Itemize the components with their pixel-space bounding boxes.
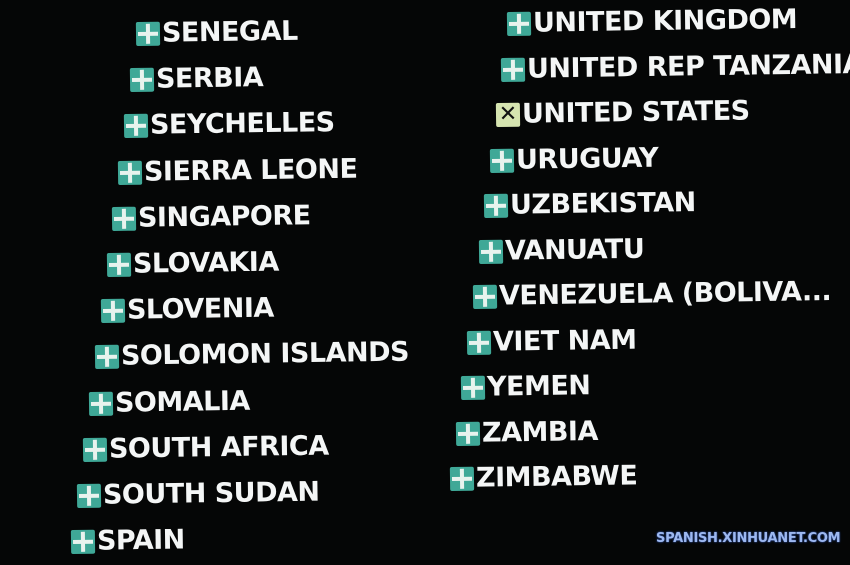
vote-row: SOLOMON ISLANDS: [94, 337, 409, 373]
plus-icon: [478, 238, 503, 263]
country-name: URUGUAY: [515, 142, 659, 176]
vote-row: UNITED KINGDOM: [506, 3, 798, 39]
country-name: VIET NAM: [492, 324, 637, 358]
vote-row: VANUATU: [478, 233, 644, 266]
country-name: UZBEKISTAN: [509, 187, 697, 221]
country-name: ZAMBIA: [481, 415, 598, 449]
plus-icon: [489, 147, 515, 172]
country-name: SIERRA LEONE: [144, 153, 358, 188]
plus-icon: [118, 159, 143, 185]
vote-row: YEMEN: [461, 370, 591, 403]
plus-icon: [455, 420, 480, 445]
country-name: SINGAPORE: [138, 200, 312, 234]
country-name: UNITED REP TANZANIA: [527, 48, 850, 85]
plus-icon: [449, 466, 475, 491]
country-name: UNITED STATES: [521, 95, 750, 130]
plus-icon: [506, 11, 532, 36]
vote-row: SERBIA: [129, 62, 264, 95]
plus-icon: [472, 284, 497, 309]
vote-row: URUGUAY: [489, 142, 659, 176]
plus-icon: [100, 298, 125, 323]
country-name: SOLOMON ISLANDS: [120, 337, 409, 373]
vote-row: SOUTH SUDAN: [76, 476, 320, 511]
plus-icon: [88, 390, 113, 416]
vote-row: ZIMBABWE: [449, 460, 638, 494]
plus-icon: [135, 21, 161, 46]
vote-row: SLOVENIA: [100, 292, 274, 326]
country-name: VENEZUELA (BOLIVA...: [498, 276, 832, 312]
plus-icon: [106, 252, 131, 277]
country-name: SOMALIA: [114, 385, 250, 419]
plus-icon: [501, 56, 526, 81]
vote-row: VIET NAM: [466, 324, 637, 358]
vote-row: UNITED REP TANZANIA: [501, 48, 850, 84]
plus-icon: [112, 205, 137, 231]
plus-icon: [461, 375, 486, 400]
vote-row: SPAIN: [70, 524, 186, 558]
plus-icon: [124, 113, 149, 138]
vote-row: SINGAPORE: [112, 200, 311, 234]
plus-icon: [70, 529, 96, 554]
country-name: ZIMBABWE: [475, 460, 638, 494]
vote-row: ZAMBIA: [455, 415, 598, 449]
country-name: SENEGAL: [161, 15, 298, 49]
vote-row: VENEZUELA (BOLIVA...: [472, 276, 832, 312]
plus-icon: [82, 436, 108, 462]
country-name: UNITED KINGDOM: [532, 3, 798, 39]
vote-row: SOUTH AFRICA: [82, 430, 329, 465]
country-name: YEMEN: [487, 370, 592, 403]
vote-row: SENEGAL: [135, 15, 298, 49]
watermark: SPANISH.XINHUANET.COM: [656, 531, 841, 546]
country-name: SPAIN: [96, 524, 186, 557]
plus-icon: [129, 67, 155, 92]
vote-row: SLOVAKIA: [106, 247, 278, 280]
country-name: SEYCHELLES: [149, 107, 336, 142]
country-name: SLOVENIA: [126, 292, 274, 326]
plus-icon: [466, 329, 492, 354]
country-name: SERBIA: [155, 62, 264, 95]
country-name: VANUATU: [504, 233, 644, 267]
vote-row: UZBEKISTAN: [484, 187, 696, 221]
plus-icon: [94, 344, 119, 369]
vote-row: SEYCHELLES: [124, 107, 335, 141]
vote-row: SOMALIA: [88, 385, 250, 419]
x-icon: ✕: [495, 101, 520, 127]
country-name: SLOVAKIA: [132, 246, 279, 280]
country-name: SOUTH SUDAN: [102, 476, 320, 511]
plus-icon: [76, 483, 102, 508]
vote-row: SIERRA LEONE: [118, 153, 358, 187]
vote-row: ✕ UNITED STATES: [495, 95, 749, 130]
country-name: SOUTH AFRICA: [108, 430, 329, 465]
plus-icon: [484, 193, 509, 218]
